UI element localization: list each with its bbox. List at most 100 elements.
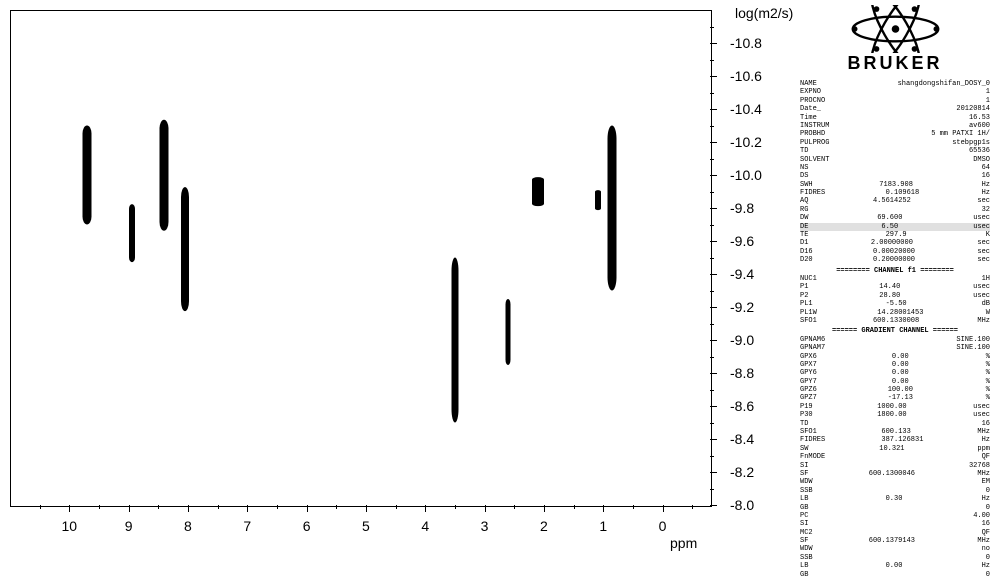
param-row: SFO1600.133MHz — [800, 428, 990, 436]
y-tick-mark — [710, 208, 717, 209]
param-row: TD16 — [800, 420, 990, 428]
y-tick-label: -8.2 — [730, 464, 780, 480]
y-tick-mark — [710, 406, 717, 407]
param-key: PULPROG — [800, 139, 829, 147]
param-key: GB — [800, 504, 808, 512]
param-row: PL1W 14.28001453 W — [800, 309, 990, 317]
param-row: P191000.00usec — [800, 403, 990, 411]
param-value: 69.600 — [877, 214, 902, 222]
param-value: 0.00 — [892, 353, 909, 361]
y-tick-label: -10.2 — [730, 134, 780, 150]
param-key: NS — [800, 164, 808, 172]
param-key: SSB — [800, 554, 813, 562]
param-value: 1800.00 — [877, 411, 906, 419]
param-key: TD — [800, 420, 808, 428]
param-unit: ppm — [977, 445, 990, 453]
param-value: 14.40 — [879, 283, 900, 291]
y-tick-mark — [710, 505, 717, 506]
y-tick-mark — [710, 76, 717, 77]
param-value: 0.109618 — [886, 189, 920, 197]
x-tick-label: 1 — [588, 518, 618, 534]
param-value: 14.28001453 — [877, 309, 923, 317]
param-value: 1 — [986, 97, 990, 105]
x-tick-mark — [129, 505, 130, 512]
param-value: 6.50 — [881, 223, 898, 231]
param-unit: Hz — [982, 562, 990, 570]
param-unit: Hz — [982, 181, 990, 189]
param-row: P301800.00usec — [800, 411, 990, 419]
param-key: SFO1 — [800, 317, 817, 325]
y-tick-label: -10.0 — [730, 167, 780, 183]
y-minor-tick — [710, 225, 714, 226]
param-key: GPNAM7 — [800, 344, 825, 352]
param-value: 5 mm PATXI 1H/ — [931, 130, 990, 138]
param-key: GPY6 — [800, 369, 817, 377]
param-key: SSB — [800, 487, 813, 495]
y-minor-tick — [710, 324, 714, 325]
param-value: 64 — [982, 164, 990, 172]
param-row: SSB0 — [800, 554, 990, 562]
param-key: WDW — [800, 545, 813, 553]
param-key: SFO1 — [800, 428, 817, 436]
param-key: MC2 — [800, 529, 813, 537]
param-row: SI 16 — [800, 520, 990, 528]
param-value: 7183.908 — [879, 181, 913, 189]
param-unit: MHz — [977, 537, 990, 545]
param-key: SI — [800, 520, 808, 528]
x-minor-tick — [99, 505, 100, 509]
y-tick-label: -8.4 — [730, 431, 780, 447]
param-value: 600.1300046 — [869, 470, 915, 478]
x-tick-mark — [544, 505, 545, 512]
param-unit: % — [986, 353, 990, 361]
y-minor-tick — [710, 456, 714, 457]
param-unit: sec — [977, 197, 990, 205]
param-row: Time16.53 — [800, 114, 990, 122]
y-tick-mark — [710, 472, 717, 473]
param-unit: usec — [973, 214, 990, 222]
y-tick-label: -9.8 — [730, 200, 780, 216]
param-row: DW69.600usec — [800, 214, 990, 222]
y-minor-tick — [710, 291, 714, 292]
param-value: 16 — [982, 520, 990, 528]
param-key: EXPNO — [800, 88, 821, 96]
param-value: DMSO — [973, 156, 990, 164]
y-minor-tick — [710, 93, 714, 94]
x-tick-label: 7 — [232, 518, 262, 534]
param-value: stebpgp1s — [952, 139, 990, 147]
param-key: INSTRUM — [800, 122, 829, 130]
x-tick-mark — [663, 505, 664, 512]
x-tick-label: 2 — [529, 518, 559, 534]
param-value: 65536 — [969, 147, 990, 155]
param-unit: % — [986, 386, 990, 394]
param-key: RG — [800, 206, 808, 214]
param-value: 20120814 — [956, 105, 990, 113]
param-value: 28.80 — [879, 292, 900, 300]
y-tick-mark — [710, 439, 717, 440]
y-tick-mark — [710, 373, 717, 374]
param-row: P114.40usec — [800, 283, 990, 291]
param-key: NUC1 — [800, 275, 817, 283]
x-tick-mark — [603, 505, 604, 512]
param-value: EM — [982, 478, 990, 486]
param-row: D200.20000000sec — [800, 256, 990, 264]
param-value: 0.00 — [892, 361, 909, 369]
param-key: SW — [800, 445, 808, 453]
param-row: GPNAM7SINE.100 — [800, 344, 990, 352]
y-tick-mark — [710, 340, 717, 341]
param-row: DE6.50usec — [800, 223, 990, 231]
param-unit: MHz — [977, 428, 990, 436]
param-value: 4.00 — [973, 512, 990, 520]
param-key: GPNAM6 — [800, 336, 825, 344]
y-minor-tick — [710, 126, 714, 127]
y-minor-tick — [710, 258, 714, 259]
param-value: 297.9 — [886, 231, 907, 239]
param-unit: W — [986, 309, 990, 317]
param-value: 10.321 — [879, 445, 904, 453]
param-unit: usec — [973, 283, 990, 291]
x-minor-tick — [40, 505, 41, 509]
y-tick-mark — [710, 307, 717, 308]
param-key: PL1W — [800, 309, 817, 317]
param-row: GPZ6100.00% — [800, 386, 990, 394]
param-value: 1 — [986, 88, 990, 96]
param-value: 0.00020000 — [873, 248, 915, 256]
